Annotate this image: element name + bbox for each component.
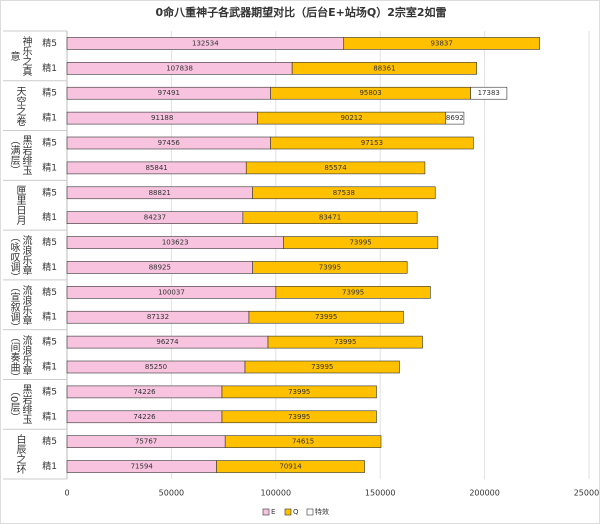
y-tick-label: 精1 (42, 112, 57, 124)
data-label: 103623 (162, 239, 189, 247)
data-label: 85841 (145, 164, 167, 172)
bar-segment (242, 211, 418, 224)
bar-segment (216, 460, 365, 473)
data-label: 97456 (158, 139, 181, 147)
data-label: 74226 (133, 388, 156, 396)
bar-segment (270, 136, 474, 150)
data-label: 100037 (158, 288, 185, 296)
data-label: 83471 (319, 214, 341, 222)
data-label: 70914 (279, 463, 302, 471)
data-label: 85250 (145, 363, 167, 371)
y-tick-label: 精5 (42, 186, 57, 198)
data-label: 96274 (156, 338, 179, 346)
bar-segment (252, 261, 408, 274)
y-tick-label: 精1 (42, 460, 57, 472)
data-label: 73995 (311, 363, 333, 371)
y-tick-label: 精5 (42, 137, 57, 149)
y-tick-label: 精5 (42, 435, 57, 447)
data-label: 71594 (131, 463, 154, 471)
y-tick-label: 精1 (42, 311, 57, 323)
group-label: 流浪乐章（咏叹调） (8, 232, 31, 283)
group-label: 黑岩绯玉（满层） (8, 135, 31, 176)
data-label: 132534 (192, 39, 219, 47)
legend-label: E (271, 508, 275, 516)
x-tick-label: 100000 (261, 489, 292, 498)
y-tick-label: 精5 (42, 336, 57, 348)
bar-segment (470, 86, 508, 100)
data-label: 17383 (478, 89, 500, 97)
bar-segment (267, 335, 423, 349)
bar-segment (283, 236, 439, 249)
y-tick-label: 精5 (42, 87, 57, 99)
data-label: 73995 (342, 288, 364, 296)
bar-segment (221, 385, 377, 399)
bar-segment (252, 186, 436, 200)
group-label: 神乐之真意 (8, 35, 31, 76)
bar-segment (248, 310, 404, 324)
x-tick-label: 50000 (159, 489, 184, 498)
data-label: 107838 (166, 64, 193, 72)
group-label: 流浪乐章（间奏曲） (8, 331, 31, 382)
data-label: 97153 (361, 139, 383, 147)
data-label: 85574 (324, 164, 347, 172)
x-tick-label: 200000 (469, 489, 500, 498)
data-label: 74615 (292, 438, 314, 446)
data-label: 75767 (135, 438, 157, 446)
group-label: 天空之卷 (14, 85, 25, 126)
y-tick-label: 精1 (42, 161, 57, 173)
x-tick-label: 0 (64, 489, 69, 498)
data-label: 84237 (144, 214, 166, 222)
data-label: 73995 (319, 263, 341, 271)
bar-segment (291, 62, 477, 75)
legend-swatch (262, 508, 270, 516)
data-label: 88361 (373, 64, 395, 72)
bar-segment (221, 410, 377, 424)
y-tick-label: 精1 (42, 361, 57, 373)
legend-label: 特效 (315, 507, 329, 516)
bar-segment (245, 161, 426, 175)
x-tick-label: 150000 (365, 489, 396, 498)
data-label: 88821 (149, 189, 171, 197)
chart-title: 0命八重神子各武器期望对比（后台E+站场Q）2宗室2如雷 (155, 5, 446, 19)
data-label: 8692 (446, 114, 464, 122)
data-label: 88925 (149, 263, 171, 271)
bar-segment (275, 286, 431, 299)
y-tick-label: 精1 (42, 211, 57, 223)
data-label: 73995 (334, 338, 356, 346)
legend-swatch (284, 508, 292, 516)
y-tick-label: 精1 (42, 261, 57, 273)
y-tick-label: 精1 (42, 410, 57, 422)
bar-segment (244, 360, 400, 374)
data-label: 87538 (333, 189, 355, 197)
data-label: 73995 (315, 313, 337, 321)
bar-segment (224, 435, 382, 448)
group-label: 匣里日月 (14, 185, 25, 226)
data-label: 93837 (431, 39, 453, 47)
data-label: 90212 (340, 114, 362, 122)
data-label: 87132 (147, 313, 169, 321)
data-label: 95803 (359, 89, 381, 97)
bar-segment (445, 111, 465, 125)
legend-label: Q (293, 508, 299, 516)
group-label: 黑岩绯玉（0层） (8, 384, 31, 425)
y-tick-label: 精5 (42, 236, 57, 248)
group-label: 白辰之环 (14, 434, 25, 475)
data-label: 73995 (288, 413, 310, 421)
y-tick-label: 精5 (42, 37, 57, 49)
y-tick-label: 精5 (42, 385, 57, 397)
data-label: 97491 (158, 89, 180, 97)
data-label: 73995 (288, 388, 310, 396)
data-label: 74226 (133, 413, 156, 421)
data-label: 91188 (151, 114, 173, 122)
y-tick-label: 精1 (42, 62, 57, 74)
bar-segment (343, 37, 540, 50)
data-label: 73995 (349, 239, 371, 247)
y-tick-label: 精5 (42, 286, 57, 298)
group-label: 流浪乐章（宣叙调） (8, 281, 31, 332)
legend-swatch (306, 508, 314, 516)
x-tick-label: 250000 (574, 489, 600, 498)
